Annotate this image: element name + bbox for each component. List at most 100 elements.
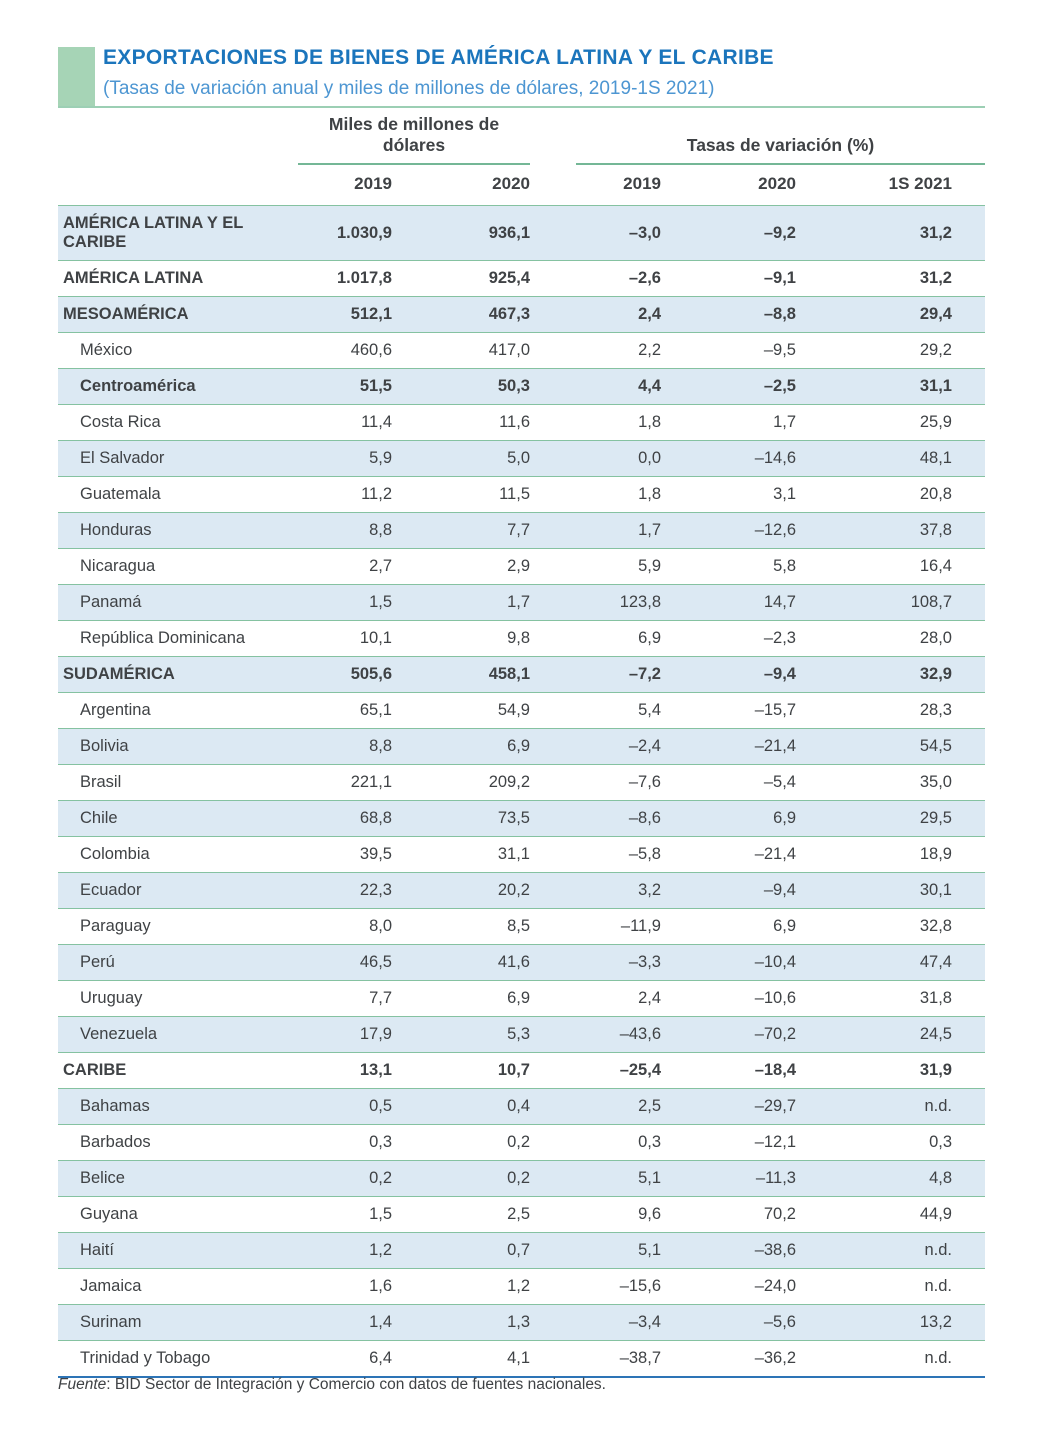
row-value: 73,5 (392, 800, 530, 837)
row-value: 0,4 (392, 1088, 530, 1125)
row-value: 6,4 (298, 1340, 392, 1378)
row-label: Honduras (58, 512, 298, 549)
row-label: Jamaica (58, 1268, 298, 1305)
row-value: –9,4 (661, 872, 796, 909)
row-label: Belice (58, 1160, 298, 1197)
row-value: 8,0 (298, 908, 392, 945)
row-value: 51,5 (298, 368, 392, 405)
row-value: 1,2 (392, 1268, 530, 1305)
row-value: 41,6 (392, 944, 530, 981)
row-label: Argentina (58, 692, 298, 729)
row-value: 458,1 (392, 656, 530, 693)
row-value: 123,8 (530, 584, 661, 621)
row-value: –9,2 (661, 205, 796, 261)
row-value: –9,4 (661, 656, 796, 693)
row-value: 1,7 (661, 404, 796, 441)
row-value: 10,7 (392, 1052, 530, 1089)
row-value: 8,8 (298, 512, 392, 549)
row-value: 25,9 (796, 404, 985, 441)
row-value: 29,5 (796, 800, 985, 837)
row-label: AMÉRICA LATINA Y EL CARIBE (58, 205, 298, 261)
row-value: 2,5 (392, 1196, 530, 1233)
row-value: 65,1 (298, 692, 392, 729)
row-value: 417,0 (392, 332, 530, 369)
row-value: 460,6 (298, 332, 392, 369)
year-header-2019-dollars: 2019 (354, 174, 392, 193)
row-label: Brasil (58, 764, 298, 801)
row-label: Nicaragua (58, 548, 298, 585)
row-value: 1,8 (530, 476, 661, 513)
row-value: 505,6 (298, 656, 392, 693)
row-value: 20,8 (796, 476, 985, 513)
table-row: Argentina 65,1 54,9 5,4 –15,7 28,3 (58, 692, 985, 729)
row-value: 1,7 (530, 512, 661, 549)
row-value: –11,9 (530, 908, 661, 945)
row-value: –24,0 (661, 1268, 796, 1305)
row-label: Ecuador (58, 872, 298, 909)
row-value: 2,5 (530, 1088, 661, 1125)
year-header-2020-dollars: 2020 (492, 174, 530, 193)
row-value: 2,7 (298, 548, 392, 585)
row-label: República Dominicana (58, 620, 298, 657)
row-value: –38,6 (661, 1232, 796, 1269)
row-label: Perú (58, 944, 298, 981)
row-value: 936,1 (392, 205, 530, 261)
figure-subtitle: (Tasas de variación anual y miles de mil… (103, 78, 715, 99)
row-value: –10,6 (661, 980, 796, 1017)
table-row: Barbados 0,3 0,2 0,3 –12,1 0,3 (58, 1124, 985, 1161)
source-label: Fuente (58, 1376, 107, 1393)
row-value: n.d. (796, 1232, 985, 1269)
row-label: Chile (58, 800, 298, 837)
column-group-rates: Tasas de variación (%) (530, 114, 985, 165)
row-label: Bolivia (58, 728, 298, 765)
row-value: –21,4 (661, 836, 796, 873)
row-value: –2,4 (530, 728, 661, 765)
row-value: –12,1 (661, 1124, 796, 1161)
row-value: 13,2 (796, 1304, 985, 1341)
row-value: –11,3 (661, 1160, 796, 1197)
row-value: –7,2 (530, 656, 661, 693)
row-value: 44,9 (796, 1196, 985, 1233)
row-value: 29,4 (796, 296, 985, 333)
row-value: 6,9 (392, 728, 530, 765)
row-value: 6,9 (392, 980, 530, 1017)
row-value: 1.030,9 (298, 205, 392, 261)
row-value: 2,9 (392, 548, 530, 585)
row-value: 11,5 (392, 476, 530, 513)
row-value: 5,3 (392, 1016, 530, 1053)
table-row: Brasil 221,1 209,2 –7,6 –5,4 35,0 (58, 764, 985, 801)
table-row: Colombia 39,5 31,1 –5,8 –21,4 18,9 (58, 836, 985, 873)
row-value: 11,6 (392, 404, 530, 441)
row-label: Venezuela (58, 1016, 298, 1053)
row-value: 37,8 (796, 512, 985, 549)
table-row: Panamá 1,5 1,7 123,8 14,7 108,7 (58, 584, 985, 621)
row-value: 10,1 (298, 620, 392, 657)
row-value: 39,5 (298, 836, 392, 873)
row-label: Bahamas (58, 1088, 298, 1125)
row-value: –3,4 (530, 1304, 661, 1341)
row-value: 70,2 (661, 1196, 796, 1233)
row-value: 209,2 (392, 764, 530, 801)
source-note: Fuente: BID Sector de Integración y Come… (58, 1376, 606, 1394)
header-divider (58, 106, 985, 108)
row-label: MESOAMÉRICA (58, 296, 298, 333)
row-value: 68,8 (298, 800, 392, 837)
row-value: 0,3 (796, 1124, 985, 1161)
row-value: –5,6 (661, 1304, 796, 1341)
row-value: 1,8 (530, 404, 661, 441)
row-value: 31,2 (796, 260, 985, 297)
row-value: 0,2 (392, 1124, 530, 1161)
row-value: 22,3 (298, 872, 392, 909)
row-value: 31,9 (796, 1052, 985, 1089)
row-value: n.d. (796, 1340, 985, 1378)
row-value: 5,9 (530, 548, 661, 585)
column-group-dollars: Miles de millones de dólares (298, 114, 530, 165)
row-value: 0,7 (392, 1232, 530, 1269)
row-value: 1,4 (298, 1304, 392, 1341)
row-value: 512,1 (298, 296, 392, 333)
table-row: CARIBE 13,1 10,7 –25,4 –18,4 31,9 (58, 1052, 985, 1089)
row-value: 7,7 (298, 980, 392, 1017)
row-value: 1.017,8 (298, 260, 392, 297)
row-value: 47,4 (796, 944, 985, 981)
row-value: 13,1 (298, 1052, 392, 1089)
